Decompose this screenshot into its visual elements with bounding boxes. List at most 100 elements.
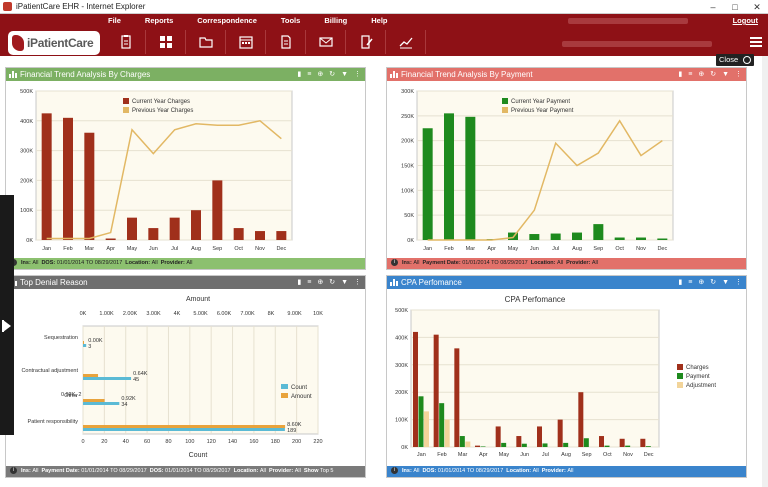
- bar: [578, 392, 584, 447]
- menu-file[interactable]: File: [108, 16, 121, 25]
- document-icon: [280, 35, 291, 49]
- side-panel-toggle[interactable]: [0, 195, 14, 435]
- bar: [465, 441, 471, 447]
- amount-label: 0.92K: [121, 396, 136, 402]
- refresh-icon[interactable]: ↻: [329, 71, 336, 78]
- count-bar: [83, 344, 87, 347]
- filter-icon[interactable]: ▼: [341, 279, 348, 286]
- close-dashboard-button[interactable]: Close: [716, 54, 754, 66]
- bar: [475, 445, 480, 447]
- refresh-icon[interactable]: ↻: [710, 71, 717, 78]
- menu-reports[interactable]: Reports: [144, 16, 174, 25]
- refresh-icon[interactable]: ↻: [710, 279, 717, 286]
- info-icon[interactable]: i: [10, 467, 17, 475]
- charges-chart: 0K 100K 200K 300K 400K 500K Jan Feb Mar Apr May Jun…: [20, 89, 293, 252]
- mail-button[interactable]: [306, 30, 346, 54]
- y-tick-label: 200K: [395, 390, 408, 396]
- refresh-icon[interactable]: ↻: [329, 279, 336, 286]
- x-tick-label: May: [127, 246, 138, 252]
- zoom-icon[interactable]: ⊕: [698, 279, 705, 286]
- x-tick-label: Nov: [255, 246, 265, 252]
- filter-icon[interactable]: ▼: [722, 279, 729, 286]
- top-tick-label: 5.00K: [193, 311, 208, 317]
- x-tick-label: Oct: [234, 246, 243, 252]
- logout-link[interactable]: Logout: [732, 16, 758, 25]
- more-icon[interactable]: ⋮: [354, 279, 361, 286]
- menu-help[interactable]: Help: [371, 16, 388, 25]
- more-icon[interactable]: ⋮: [735, 71, 742, 78]
- info-icon[interactable]: i: [391, 259, 398, 267]
- list-icon[interactable]: ≡: [307, 279, 312, 286]
- denial-chart: Amount 0K 1.00K 2.00K 3.00K 4K 5.00K 6.00K 7.00K…: [21, 296, 323, 459]
- bookmark-icon[interactable]: ▮: [297, 71, 302, 78]
- legend-swatch: [677, 382, 683, 388]
- x-tick-label: Jun: [530, 246, 539, 252]
- top-tick-label: 6.00K: [217, 311, 232, 317]
- count-label: 3: [88, 344, 91, 350]
- menu-billing[interactable]: Billing: [324, 16, 348, 25]
- footer-filter: Payment Date: 01/01/2014 TO 08/29/2017: [41, 468, 147, 474]
- more-icon[interactable]: ⋮: [735, 279, 742, 286]
- mail-icon: [318, 37, 333, 47]
- x-tick-label: Jul: [171, 246, 178, 252]
- footer-filter: Ins: All: [21, 260, 39, 266]
- list-icon[interactable]: ≡: [307, 71, 312, 78]
- bar-chart-icon: [390, 279, 398, 286]
- bar: [572, 232, 582, 240]
- more-icon[interactable]: ⋮: [354, 71, 361, 78]
- logo-text: iPatientCare: [27, 36, 94, 50]
- bar: [105, 238, 116, 240]
- bar: [424, 411, 429, 447]
- footer-filter: Location: All: [233, 468, 266, 474]
- cpa-chart: CPA Perfomance 0K 100K 200K 300K 400K 500K Jan F…: [395, 295, 716, 458]
- bar: [169, 217, 180, 240]
- charges-panel: Financial Trend Analysis By Charges ▮ ≡ ⊕ ↻…: [5, 67, 366, 270]
- x-tick-label: Sep: [593, 246, 603, 252]
- minimize-button[interactable]: –: [710, 2, 716, 12]
- clipboard-button[interactable]: [106, 30, 146, 54]
- bar: [444, 113, 454, 240]
- page-scrollbar[interactable]: [762, 56, 768, 487]
- panel-header: Top Denial Reason ▮ ≡ ⊕ ↻ ▼ ⋮: [6, 276, 365, 289]
- filter-icon[interactable]: ▼: [341, 71, 348, 78]
- x-tick-label: Jul: [552, 246, 559, 252]
- calendar-button[interactable]: [226, 30, 266, 54]
- dashboard-button[interactable]: [146, 30, 186, 54]
- maximize-button[interactable]: □: [732, 2, 738, 12]
- menu-tools[interactable]: Tools: [280, 16, 301, 25]
- info-icon[interactable]: i: [391, 467, 398, 475]
- hamburger-menu-icon[interactable]: [750, 37, 762, 47]
- list-icon[interactable]: ≡: [688, 71, 693, 78]
- bookmark-icon[interactable]: ▮: [297, 279, 302, 286]
- window-title: iPatientCare EHR - Internet Explorer: [16, 2, 146, 11]
- footer-filter: Provider: All: [541, 468, 574, 474]
- zoom-icon[interactable]: ⊕: [698, 71, 705, 78]
- list-icon[interactable]: ≡: [688, 279, 693, 286]
- zoom-icon[interactable]: ⊕: [317, 71, 324, 78]
- edit-document-button[interactable]: [346, 30, 386, 54]
- bar: [625, 445, 631, 447]
- legend-swatch: [123, 107, 129, 113]
- bookmark-icon[interactable]: ▮: [678, 71, 683, 78]
- document-button[interactable]: [266, 30, 306, 54]
- payment-panel: Financial Trend Analysis By Payment ▮ ≡ ⊕ ↻…: [386, 67, 747, 270]
- menu-correspondence[interactable]: Correspondence: [197, 16, 257, 25]
- x-tick-label: Jan: [417, 452, 426, 458]
- legend-label: Previous Year Charges: [132, 108, 193, 114]
- footer-filter: DOS: 01/01/2014 TO 08/29/2017: [41, 260, 123, 266]
- calendar-icon: [238, 36, 253, 49]
- close-window-button[interactable]: ✕: [753, 2, 761, 12]
- x-tick-label: Sep: [212, 246, 222, 252]
- folder-button[interactable]: [186, 30, 226, 54]
- bar: [645, 446, 651, 447]
- chart-button[interactable]: [386, 30, 426, 54]
- zoom-icon[interactable]: ⊕: [317, 279, 324, 286]
- filter-icon[interactable]: ▼: [722, 71, 729, 78]
- footer-filter: Provider: All: [269, 468, 301, 474]
- x-tick-label: Dec: [276, 246, 286, 252]
- x-tick-label: Feb: [63, 246, 72, 252]
- top-tick-label: 3.00K: [146, 311, 161, 317]
- bookmark-icon[interactable]: ▮: [678, 279, 683, 286]
- x-tick-label: Aug: [572, 246, 582, 252]
